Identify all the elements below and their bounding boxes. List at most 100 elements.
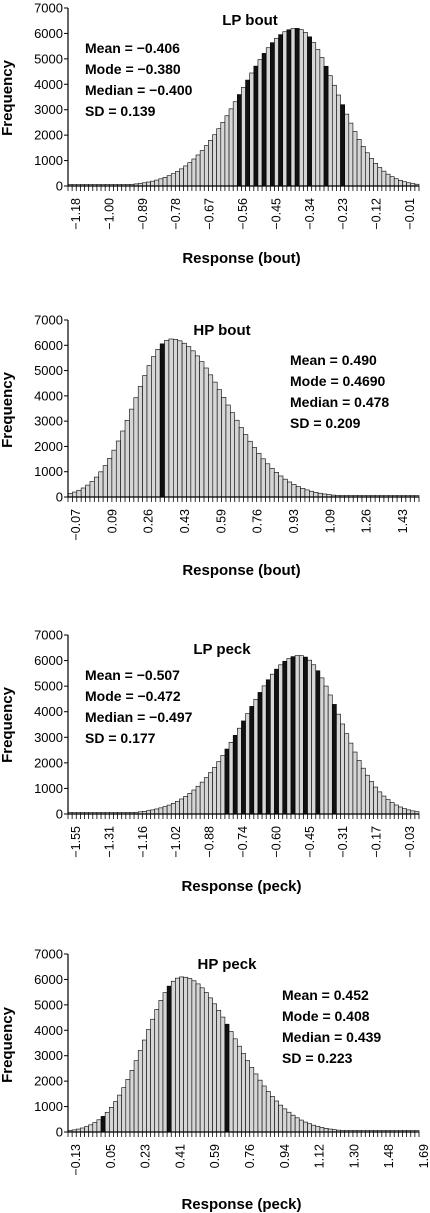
histogram-bar xyxy=(146,1029,151,1133)
x-tick-label: −1.02 xyxy=(169,826,183,858)
stat-line: Median = 0.478 xyxy=(290,394,389,410)
x-tick-label: 0.59 xyxy=(214,509,228,533)
histogram-bar xyxy=(304,489,310,498)
histogram-bar xyxy=(294,28,300,187)
y-tick-label: 7000 xyxy=(34,313,63,328)
histogram-bar xyxy=(158,807,164,815)
x-tick-label: 0.09 xyxy=(105,509,119,533)
histogram-bar xyxy=(166,175,172,187)
histogram-bar xyxy=(107,458,113,498)
histogram-bar xyxy=(133,1060,139,1133)
histogram-bar xyxy=(356,760,362,815)
histogram-bar xyxy=(393,804,399,815)
histogram-bar xyxy=(179,976,184,1133)
y-axis-label: Frequency xyxy=(0,686,16,763)
x-tick-label: −0.78 xyxy=(169,198,183,230)
histogram-bar xyxy=(282,660,288,815)
histogram-bar xyxy=(159,343,165,498)
y-tick-label: 6000 xyxy=(34,26,63,41)
stat-line: Mode = 0.4690 xyxy=(290,373,386,389)
histogram-bar xyxy=(249,72,255,187)
histogram-bar xyxy=(307,1123,312,1133)
histogram-bar xyxy=(327,694,333,815)
x-tick-label: −0.56 xyxy=(236,198,250,230)
stat-line: Mean = −0.406 xyxy=(85,40,180,56)
x-tick-label: −0.13 xyxy=(69,1144,83,1176)
histogram-bar xyxy=(221,396,227,498)
x-tick-label: −1.00 xyxy=(102,198,116,230)
histogram-bar xyxy=(290,656,296,815)
histogram-bar xyxy=(406,809,412,815)
histogram-bar xyxy=(311,1124,317,1133)
histogram-bar xyxy=(278,1104,284,1133)
histogram-bar xyxy=(187,978,193,1133)
histogram-bar xyxy=(199,150,205,187)
histogram-bar xyxy=(232,1038,238,1133)
histogram-bar xyxy=(183,165,189,187)
histogram-bar xyxy=(216,128,222,187)
y-tick-label: 1000 xyxy=(34,153,63,168)
histogram-bar xyxy=(344,733,350,815)
y-tick-label: 3000 xyxy=(34,414,63,429)
histogram-bar xyxy=(389,176,395,187)
chart-panel-4: HP peck 0 1000 2000 3000 4000 5000 6000 7000 Freq… xyxy=(0,947,430,1213)
histogram-bar xyxy=(166,985,172,1133)
histogram-bar xyxy=(307,36,312,187)
histogram-bar xyxy=(253,698,259,815)
histogram-bar xyxy=(179,168,184,187)
histogram-bar xyxy=(336,713,341,815)
histogram-bar xyxy=(195,983,201,1133)
histogram-bar xyxy=(80,1127,85,1133)
histogram-bar xyxy=(402,181,407,187)
histogram-bar xyxy=(228,742,234,815)
histogram-bar xyxy=(181,342,187,498)
histogram-bar xyxy=(129,408,135,498)
histogram-bar xyxy=(84,1126,89,1133)
histogram-bar xyxy=(191,158,197,187)
histogram-bar xyxy=(173,339,178,498)
histogram-bar xyxy=(150,809,156,815)
histogram-bar xyxy=(183,796,189,815)
y-tick-label: 6000 xyxy=(34,653,63,668)
stat-line: Mode = 0.408 xyxy=(282,1008,370,1024)
x-tick-label: 0.43 xyxy=(178,509,192,533)
histogram-bar xyxy=(203,777,209,815)
y-tick-label: 2000 xyxy=(34,1074,63,1089)
histogram-bar xyxy=(323,685,329,815)
histogram-bar xyxy=(117,1094,122,1133)
histogram-bar xyxy=(133,397,139,498)
histogram-bar xyxy=(170,803,176,815)
x-tick-label: −1.18 xyxy=(69,198,83,230)
histogram-bar xyxy=(319,57,325,187)
y-tick-label: 7000 xyxy=(34,1,63,16)
histogram-bar xyxy=(385,173,391,187)
histogram-bar xyxy=(162,177,168,187)
histogram-bar xyxy=(162,806,168,815)
histogram-bar xyxy=(270,1096,275,1133)
histogram-bar xyxy=(137,386,143,498)
stat-line: SD = 0.177 xyxy=(85,730,156,746)
histogram-bar xyxy=(261,53,267,187)
histogram-bar xyxy=(164,340,170,498)
histogram-bar xyxy=(315,1126,321,1133)
histogram-bar xyxy=(298,655,304,815)
x-tick-label: −0.89 xyxy=(136,198,150,230)
histogram-bar xyxy=(150,1018,156,1133)
histogram-bar xyxy=(257,1079,263,1133)
histogram-bar xyxy=(241,1053,246,1133)
histogram-bar xyxy=(216,1009,222,1133)
histogram-bar xyxy=(108,1107,114,1133)
histogram-bar xyxy=(253,1073,259,1133)
histogram-bar xyxy=(311,42,317,187)
histogram-bar xyxy=(278,475,284,498)
histogram-bar xyxy=(282,1108,288,1133)
y-tick-label: 2000 xyxy=(34,128,63,143)
histogram-bar xyxy=(257,59,263,187)
histogram-bar xyxy=(257,692,263,815)
histogram-bar xyxy=(274,37,279,187)
histogram-bar xyxy=(356,139,362,187)
histogram-bar xyxy=(89,481,95,498)
histogram-bar xyxy=(256,453,262,498)
x-axis-label: Response (bout) xyxy=(182,562,300,579)
histogram-bar xyxy=(245,713,250,815)
